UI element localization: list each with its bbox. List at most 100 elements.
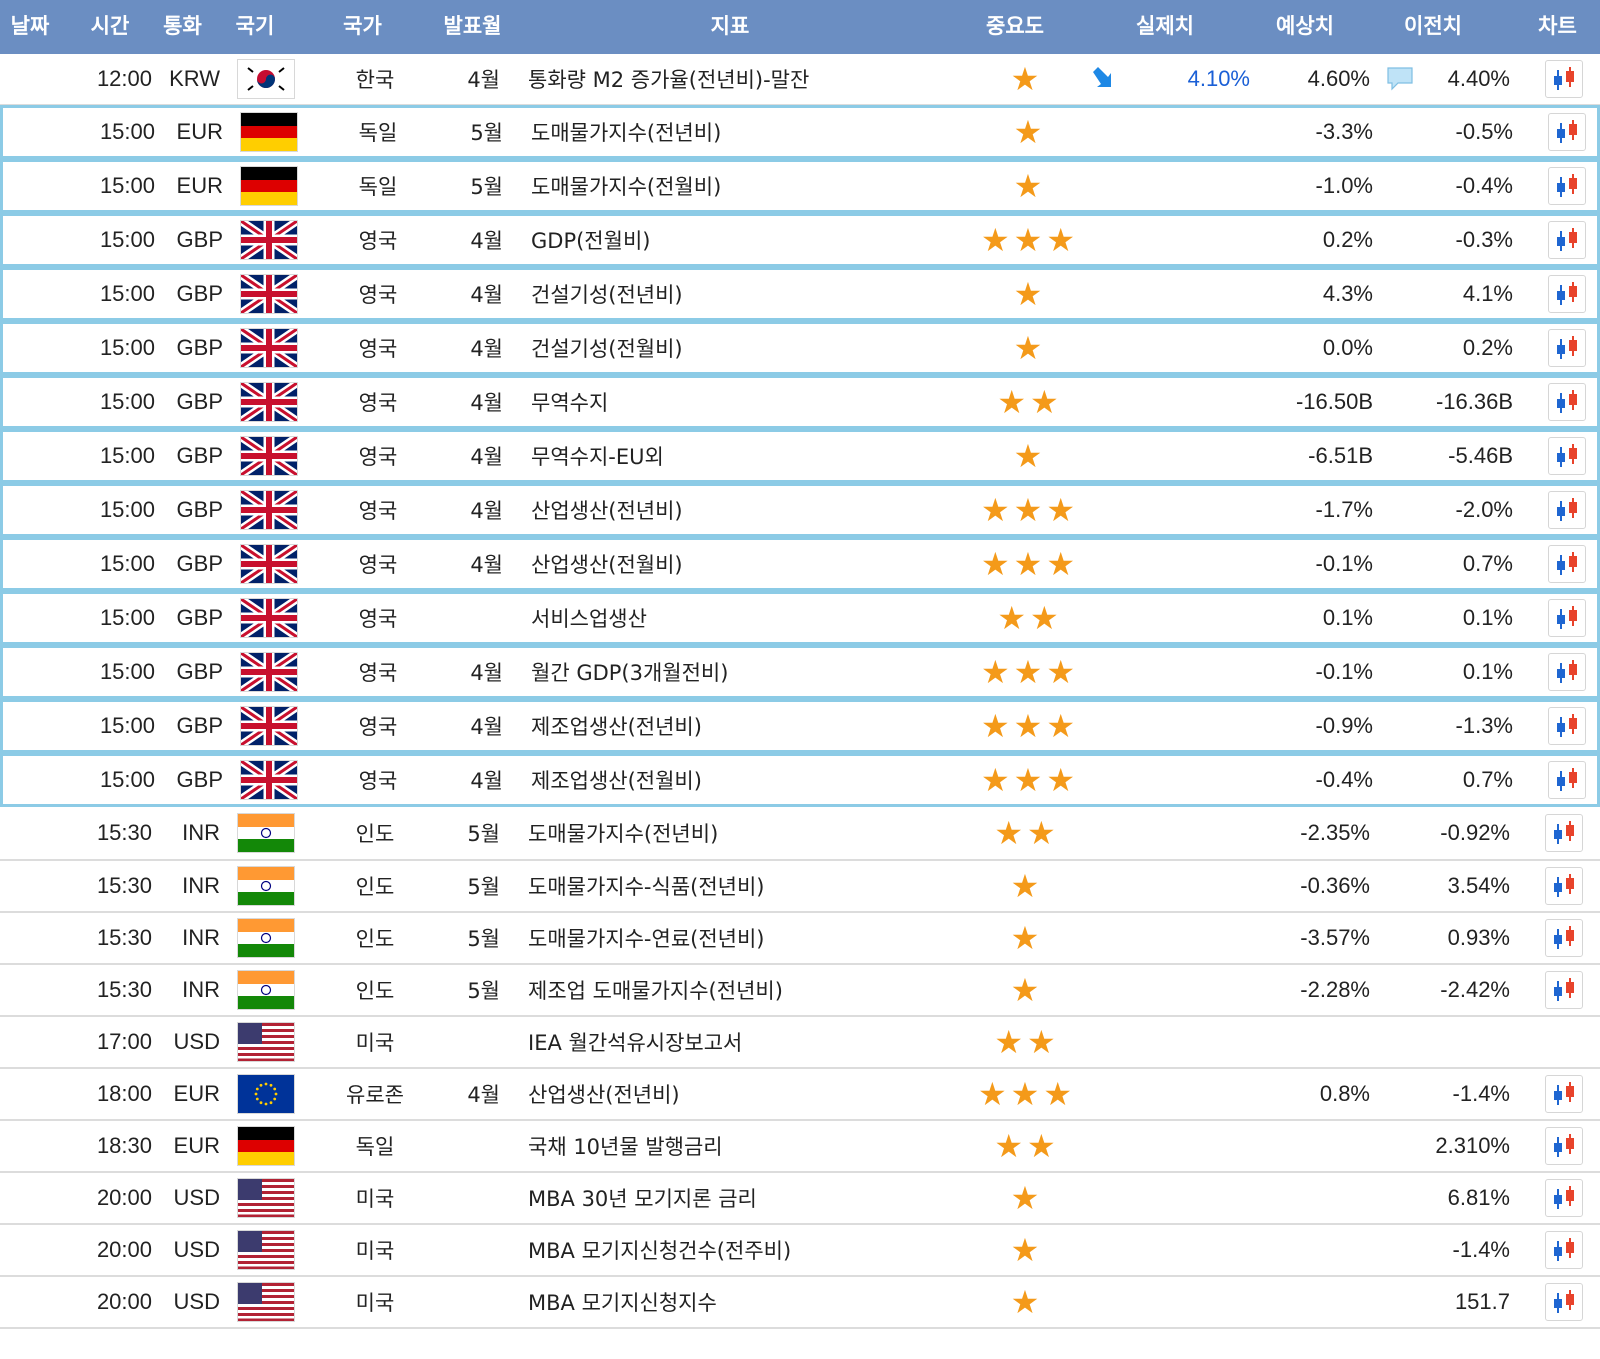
indicator-name[interactable]: 건설기성(전년비) [531,283,683,307]
table-row[interactable]: 15:30 INR 인도 5월 도매물가지수-식품(전년비) ★ -0.36% 3.54% [0,861,1600,913]
chart-icon[interactable] [1548,491,1586,529]
table-row[interactable]: 15:30 INR 인도 5월 도매물가지수(전년비) ★ ★ -2.35% -0.92% [0,807,1600,861]
time-cell: 15:00 [99,443,155,468]
indicator-name[interactable]: 제조업생산(전년비) [531,715,702,739]
indicator-name[interactable]: 도매물가지수(전년비) [528,822,719,846]
table-row[interactable]: 18:30 EUR 독일 국채 10년물 발행금리 ★ ★ 2.310% [0,1121,1600,1173]
chart-icon[interactable] [1548,329,1586,367]
star-icon: ★ [1030,383,1059,421]
table-row[interactable]: 18:00 EUR 유로존 4월 산업생산(전년비) ★ ★ ★ 0.8% -1.4% [0,1069,1600,1121]
chart-icon[interactable] [1545,1127,1583,1165]
actual-value [1133,378,1253,426]
table-row[interactable]: 15:00 GBP 영국 4월 제조업생산(전월비) ★ ★ ★ -0.4% 0.7% [0,753,1600,807]
table-row[interactable]: 15:00 GBP 영국 4월 건설기성(전년비) ★ 4.3% 4.1% [0,267,1600,321]
chart-icon[interactable] [1545,867,1583,905]
chart-icon[interactable] [1545,60,1583,98]
table-row[interactable]: 15:00 EUR 독일 5월 도매물가지수(전년비) ★ -3.3% -0.5% [0,105,1600,159]
header-flag[interactable]: 국기 [235,14,275,38]
us-flag-icon [237,1022,295,1062]
header-currency[interactable]: 통화 [163,14,202,38]
release-month-cell: 5월 [467,822,500,846]
indicator-name[interactable]: 건설기성(전월비) [531,337,683,361]
header-time[interactable]: 시간 [90,14,130,38]
table-row[interactable]: 15:00 GBP 영국 4월 산업생산(전월비) ★ ★ ★ -0.1% 0.7% [0,537,1600,591]
indicator-name[interactable]: MBA 모기지신청건수(전주비) [528,1239,792,1263]
chart-icon[interactable] [1545,971,1583,1009]
indicator-name[interactable]: MBA 모기지신청지수 [528,1291,717,1315]
chart-icon[interactable] [1548,437,1586,475]
previous-value: -1.4% [1452,1237,1510,1262]
forecast-value: 4.3% [1322,281,1373,306]
indicator-name[interactable]: 통화량 M2 증가율(전년비)-말잔 [528,68,810,92]
speech-bubble-icon[interactable] [1385,65,1415,93]
forecast-value: -0.1% [1315,659,1373,684]
indicator-name[interactable]: 산업생산(전월비) [531,553,683,577]
chart-icon[interactable] [1545,919,1583,957]
table-row[interactable]: 15:00 GBP 영국 서비스업생산 ★ ★ 0.1% 0.1% [0,591,1600,645]
indicator-name[interactable]: 산업생산(전년비) [531,499,683,523]
forecast-value: 0.1% [1322,605,1373,630]
indicator-name[interactable]: GDP(전월비) [531,229,651,253]
table-row[interactable]: 15:00 EUR 독일 5월 도매물가지수(전월비) ★ -1.0% -0.4% [0,159,1600,213]
chart-icon[interactable] [1548,707,1586,745]
header-release[interactable]: 발표월 [443,14,502,38]
de-flag-icon [237,1126,295,1166]
indicator-name[interactable]: 산업생산(전년비) [528,1083,680,1107]
table-row[interactable]: 15:00 GBP 영국 4월 제조업생산(전년비) ★ ★ ★ -0.9% -1.3% [0,699,1600,753]
release-month-cell: 4월 [470,553,503,577]
chart-icon[interactable] [1548,167,1586,205]
indicator-name[interactable]: 제조업 도매물가지수(전년비) [528,979,783,1003]
indicator-name[interactable]: 월간 GDP(3개월전비) [531,661,729,685]
header-date[interactable]: 날짜 [10,14,50,38]
table-row[interactable]: 15:30 INR 인도 5월 도매물가지수-연료(전년비) ★ -3.57% 0.93% [0,913,1600,965]
chart-icon[interactable] [1545,1231,1583,1269]
chart-icon[interactable] [1548,761,1586,799]
chart-icon[interactable] [1545,814,1583,852]
chart-icon[interactable] [1548,383,1586,421]
importance-stars: ★ [950,913,1100,963]
header-indicator[interactable]: 지표 [710,14,750,38]
time-cell: 18:00 [96,1081,152,1106]
table-row[interactable]: 15:30 INR 인도 5월 제조업 도매물가지수(전년비) ★ -2.28% -2.42% [0,965,1600,1017]
header-country[interactable]: 국가 [343,14,382,38]
chart-icon[interactable] [1548,113,1586,151]
indicator-name[interactable]: 국채 10년물 발행금리 [528,1135,723,1159]
indicator-name[interactable]: 무역수지 [531,391,609,415]
table-row[interactable]: 15:00 GBP 영국 4월 무역수지-EU외 ★ -6.51B -5.46B [0,429,1600,483]
chart-icon[interactable] [1548,653,1586,691]
country-cell: 영국 [358,553,398,577]
indicator-name[interactable]: 도매물가지수(전월비) [531,175,722,199]
table-row[interactable]: 15:00 GBP 영국 4월 월간 GDP(3개월전비) ★ ★ ★ -0.1% 0.1% [0,645,1600,699]
indicator-name[interactable]: 서비스업생산 [531,607,647,631]
chart-icon[interactable] [1545,1075,1583,1113]
table-row[interactable]: 15:00 GBP 영국 4월 GDP(전월비) ★ ★ ★ 0.2% -0.3% [0,213,1600,267]
indicator-name[interactable]: MBA 30년 모기지론 금리 [528,1187,757,1211]
chart-icon[interactable] [1548,599,1586,637]
indicator-name[interactable]: 도매물가지수(전년비) [531,121,722,145]
table-row[interactable]: 12:00 KRW 한국 4월 통화량 M2 증가율(전년비)-말잔 ★ 4.10% 4.60… [0,54,1600,106]
indicator-name[interactable]: 도매물가지수-식품(전년비) [528,875,765,899]
table-row[interactable]: 15:00 GBP 영국 4월 산업생산(전년비) ★ ★ ★ -1.7% -2.0% [0,483,1600,537]
indicator-name[interactable]: 제조업생산(전월비) [531,769,702,793]
chart-icon[interactable] [1545,1283,1583,1321]
header-previous[interactable]: 이전치 [1404,14,1462,38]
chart-icon[interactable] [1548,221,1586,259]
currency-cell: GBP [176,281,223,306]
table-row[interactable]: 20:00 USD 미국 MBA 모기지신청건수(전주비) ★ -1.4% [0,1225,1600,1277]
table-row[interactable]: 20:00 USD 미국 MBA 모기지신청지수 ★ 151.7 [0,1277,1600,1329]
header-forecast[interactable]: 예상치 [1276,14,1334,38]
indicator-name[interactable]: 도매물가지수-연료(전년비) [528,927,765,951]
chart-icon[interactable] [1548,545,1586,583]
uk-flag-icon [240,598,298,638]
header-importance[interactable]: 중요도 [986,14,1044,38]
table-row[interactable]: 15:00 GBP 영국 4월 무역수지 ★ ★ -16.50B -16.36B [0,375,1600,429]
table-row[interactable]: 15:00 GBP 영국 4월 건설기성(전월비) ★ 0.0% 0.2% [0,321,1600,375]
table-row[interactable]: 20:00 USD 미국 MBA 30년 모기지론 금리 ★ 6.81% [0,1173,1600,1225]
indicator-name[interactable]: 무역수지-EU외 [531,445,664,469]
indicator-name[interactable]: IEA 월간석유시장보고서 [528,1031,743,1055]
table-row[interactable]: 17:00 USD 미국 IEA 월간석유시장보고서 ★ ★ [0,1017,1600,1069]
header-actual[interactable]: 실제치 [1136,14,1194,38]
chart-icon[interactable] [1545,1179,1583,1217]
header-chart[interactable]: 차트 [1538,14,1577,38]
chart-icon[interactable] [1548,275,1586,313]
